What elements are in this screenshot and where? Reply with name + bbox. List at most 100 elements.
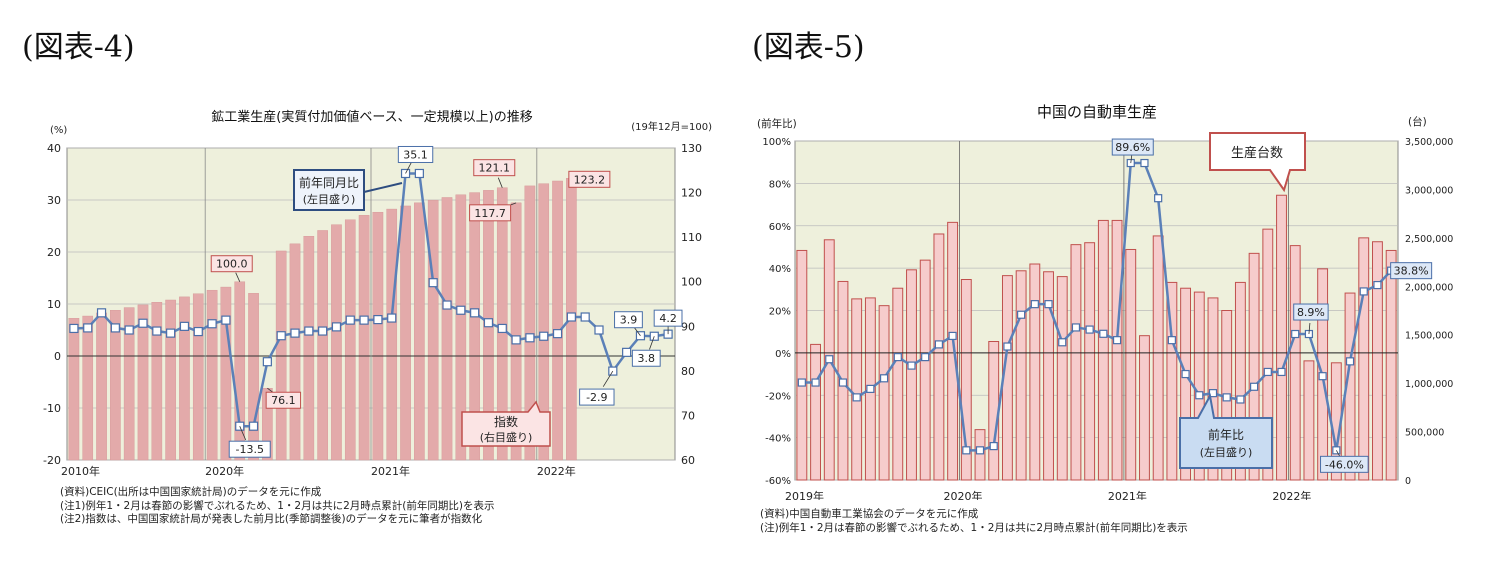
production-bar — [1358, 237, 1370, 481]
yoy-marker — [1058, 338, 1067, 347]
yoy-marker — [248, 421, 259, 431]
yoy-marker — [96, 308, 107, 318]
yoy-data-label: 3.9 — [620, 314, 638, 327]
yoy-marker — [1250, 382, 1259, 391]
production-bar — [1166, 281, 1178, 481]
index-bar — [303, 236, 315, 461]
yoy-data-label-box — [1320, 455, 1369, 473]
yoy-marker — [1003, 342, 1012, 351]
index-bar — [469, 192, 480, 461]
index-bar — [123, 307, 135, 461]
yoy-marker — [1373, 280, 1382, 290]
yoy-data-label-box — [1111, 138, 1154, 156]
x-tick-label: 2022年 — [1272, 489, 1311, 500]
index-bar — [372, 211, 384, 461]
yoy-marker — [539, 331, 549, 341]
yoy-data-label-box — [614, 311, 643, 329]
yoy-data-label: 3.8 — [638, 352, 656, 365]
yoy-marker — [1359, 287, 1368, 296]
yoy-marker — [456, 305, 466, 315]
yoy-marker — [69, 323, 79, 334]
yoy-marker — [497, 323, 507, 334]
yoy-marker — [962, 446, 971, 455]
yoy-marker — [1112, 336, 1122, 345]
index-bar — [68, 318, 80, 461]
production-bar — [1289, 245, 1301, 481]
production-bar — [1180, 287, 1192, 481]
index-bar — [165, 299, 176, 461]
index-bar — [137, 304, 149, 461]
index-data-label-box — [210, 255, 253, 273]
x-tick-label: 2021年 — [1108, 489, 1147, 500]
yoy-marker — [83, 323, 93, 333]
production-bar — [1248, 252, 1260, 481]
production-bar — [851, 298, 863, 481]
left-tick-label: 20% — [769, 307, 791, 318]
index-data-label-box — [469, 204, 512, 222]
right-tick-label: 3,500,000 — [1405, 137, 1453, 148]
right-tick-label: 2,000,000 — [1405, 282, 1453, 293]
note-line: (注1)例年1・2月は春節の影響でぶれるため、1・2月は共に2月時点累計(前年同… — [60, 499, 495, 512]
production-bar — [906, 269, 917, 481]
x-tick-label: 2020年 — [943, 489, 982, 500]
production-bar — [919, 259, 931, 481]
right-tick-label: 1,500,000 — [1405, 331, 1453, 342]
yoy-marker — [1181, 369, 1190, 379]
production-bar — [892, 287, 904, 481]
right-tick-label: 2,500,000 — [1405, 234, 1453, 245]
yoy-data-label: 4.2 — [659, 312, 677, 325]
right-tick-label: 1,000,000 — [1405, 379, 1453, 390]
yoy-marker — [879, 374, 889, 383]
yoy-marker — [152, 326, 162, 336]
figure-4-label: (図表-4) — [22, 30, 135, 65]
figure-5-notes: (資料)中国自動車工業協会のデータを元に作成 (注)例年1・2月は春節の影響でぶ… — [760, 508, 1188, 535]
right-tick-label: 130 — [681, 142, 702, 155]
yoy-callout-line1: 前年比 — [1208, 427, 1244, 442]
note-line: (注)例年1・2月は春節の影響でぶれるため、1・2月は共に2月時点累計(前年同期… — [760, 521, 1188, 534]
left-tick-label: -10 — [43, 402, 61, 415]
yoy-callout-box — [1179, 393, 1273, 469]
index-bar — [400, 205, 411, 461]
production-bar — [1015, 270, 1027, 481]
yoy-marker — [414, 168, 424, 179]
chart-title: 中国の自動車生産 — [1037, 103, 1157, 121]
production-callout-label: 生産台数 — [1231, 145, 1283, 161]
index-bar — [331, 224, 342, 461]
yoy-label-leader — [649, 336, 655, 350]
yoy-marker — [1208, 389, 1218, 398]
yoy-marker — [331, 322, 342, 332]
yoy-marker — [1318, 372, 1327, 381]
yoy-data-label: 38.8% — [1394, 265, 1429, 278]
production-bar — [1056, 276, 1068, 481]
index-bar — [441, 197, 453, 461]
production-bar — [988, 340, 1000, 481]
yoy-callout-line2: (左目盛り) — [1200, 445, 1253, 459]
left-tick-label: 60% — [769, 222, 791, 233]
yoy-marker — [193, 326, 203, 337]
production-bar — [1125, 248, 1137, 481]
production-bar — [933, 233, 945, 481]
index-label-leader — [235, 272, 241, 282]
index-data-label-box — [265, 391, 302, 409]
yoy-marker — [1140, 158, 1149, 168]
yoy-data-label-box — [653, 309, 683, 327]
yoy-marker — [1044, 300, 1053, 309]
production-bar — [1262, 228, 1274, 481]
yoy-marker — [1291, 329, 1300, 339]
yoy-data-label-box — [1293, 303, 1329, 321]
index-data-label: 100.0 — [216, 258, 248, 271]
left-tick-label: 0% — [775, 349, 791, 360]
right-tick-label: 80 — [681, 365, 695, 378]
yoy-marker — [989, 442, 998, 451]
yoy-marker — [948, 331, 957, 341]
index-callout-box — [461, 400, 551, 447]
right-tick-label: 60 — [681, 454, 695, 467]
index-bar — [82, 315, 94, 461]
yoy-marker — [1277, 367, 1286, 377]
yoy-marker — [290, 328, 300, 338]
index-bar — [427, 199, 439, 461]
index-bar — [524, 185, 536, 461]
index-bar — [151, 302, 163, 461]
index-bar — [220, 286, 232, 461]
yoy-marker — [124, 325, 134, 335]
